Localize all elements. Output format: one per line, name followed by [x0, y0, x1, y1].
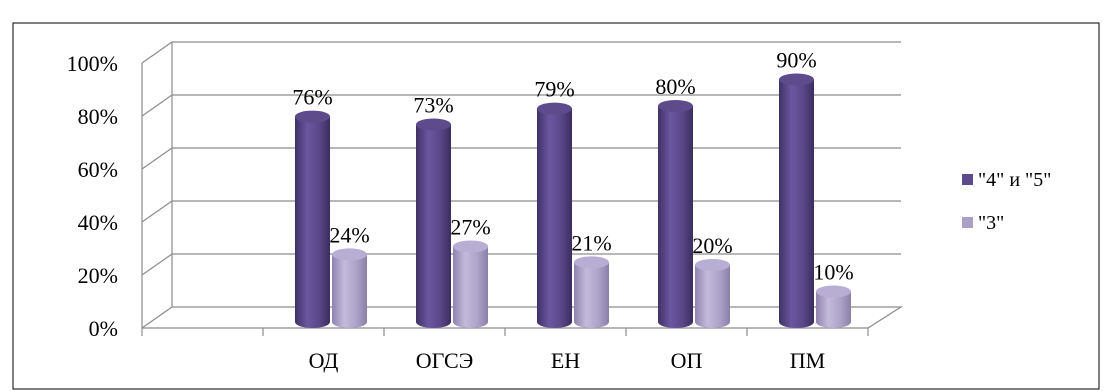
data-label: 76%: [292, 85, 332, 110]
legend-swatch-series-1: [962, 174, 973, 185]
x-category-label: ОП: [671, 348, 703, 373]
x-category-label: ПМ: [790, 348, 825, 373]
legend-label-series-1: "4" и "5": [978, 169, 1051, 191]
x-axis-category-labels: ОД ОГСЭ ЕН ОП ПМ: [141, 328, 869, 373]
bar: [658, 100, 693, 328]
bars: [295, 73, 851, 329]
bar-body: [779, 79, 814, 328]
legend-label-series-2: "3": [978, 212, 1004, 234]
bar-body: [695, 265, 730, 328]
bar-body: [537, 108, 572, 329]
bar-body: [416, 124, 451, 328]
y-tick-label: 60%: [78, 157, 118, 182]
data-label: 24%: [329, 222, 369, 247]
chart-frame: [12, 22, 1100, 390]
bar-top: [816, 285, 851, 298]
bar-top: [537, 102, 572, 115]
bar-top: [574, 256, 609, 269]
x-category-label: ЕН: [551, 348, 580, 373]
data-label: 27%: [450, 214, 490, 239]
bar-top: [416, 118, 451, 131]
bar: [332, 248, 367, 328]
bar-body: [816, 291, 851, 328]
data-label: 80%: [655, 74, 695, 99]
data-label: 21%: [571, 230, 611, 255]
bar-top: [779, 73, 814, 86]
bar-body: [332, 254, 367, 328]
y-tick-label: 80%: [78, 104, 118, 129]
x-category-label: ОД: [309, 348, 339, 373]
bar: [816, 285, 851, 328]
bar-top: [295, 110, 330, 123]
y-axis-tick-labels: 0% 20% 40% 60% 80% 100%: [67, 51, 118, 341]
x-category-label: ОГСЭ: [416, 348, 474, 373]
y-tick-label: 0%: [89, 316, 118, 341]
bar-top: [332, 248, 367, 261]
bar: [537, 102, 572, 329]
data-label: 79%: [534, 77, 574, 102]
y-tick-label: 100%: [67, 51, 118, 76]
bar: [695, 259, 730, 328]
bar-body: [453, 246, 488, 328]
bar-body: [295, 116, 330, 328]
y-tick-label: 40%: [78, 210, 118, 235]
data-labels: 76% 24% 73% 27% 79% 21% 80% 20% 90% 10%: [292, 48, 853, 285]
legend: "4" и "5" "3": [962, 169, 1051, 234]
bar: [295, 110, 330, 328]
bar: [453, 240, 488, 328]
data-label: 10%: [813, 260, 853, 285]
bar: [416, 118, 451, 328]
data-label: 73%: [413, 93, 453, 118]
bar-body: [574, 262, 609, 328]
data-label: 90%: [776, 48, 816, 73]
bar: [574, 256, 609, 328]
bar-top: [695, 259, 730, 271]
bar-top: [453, 240, 488, 253]
bar-body: [658, 106, 693, 328]
bar-top: [658, 100, 693, 112]
bar: [779, 73, 814, 328]
legend-swatch-series-2: [962, 217, 973, 228]
y-tick-label: 20%: [78, 263, 118, 288]
floor-gridline: [141, 306, 904, 329]
data-label: 20%: [692, 233, 732, 258]
